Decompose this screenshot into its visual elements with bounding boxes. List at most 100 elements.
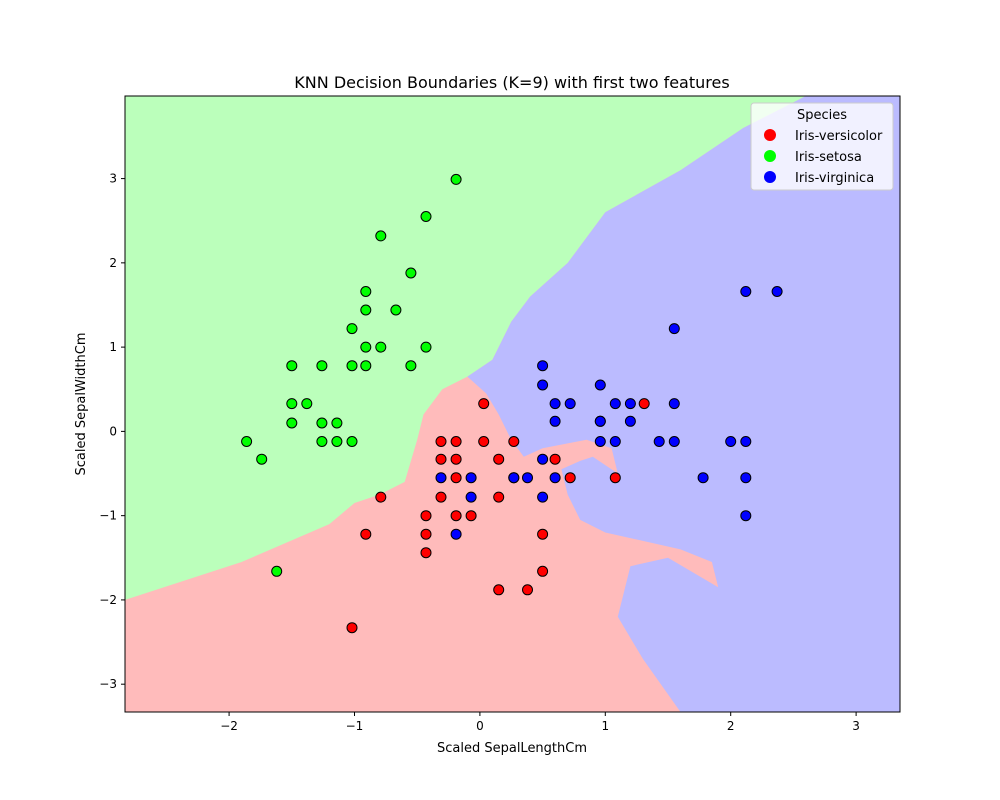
data-point-iris-setosa	[405, 360, 417, 372]
legend-frame	[750, 102, 894, 191]
legend-label: Iris-setosa	[795, 150, 862, 165]
data-point-iris-setosa	[346, 360, 358, 372]
data-point-iris-virginica	[697, 472, 709, 484]
data-point-iris-virginica	[465, 472, 477, 484]
plot-frame	[124, 95, 901, 713]
data-point-iris-setosa	[331, 436, 343, 447]
data-point-iris-virginica	[725, 436, 737, 447]
data-point-iris-versicolor	[549, 453, 561, 465]
data-point-iris-virginica	[537, 360, 549, 372]
data-point-iris-versicolor	[638, 398, 650, 410]
data-point-iris-versicolor	[493, 453, 505, 465]
data-point-iris-setosa	[331, 417, 343, 429]
data-point-iris-virginica	[609, 436, 621, 447]
y-tick-label: 3	[109, 172, 117, 186]
data-point-iris-versicolor	[493, 584, 505, 596]
data-point-iris-setosa	[286, 398, 298, 410]
data-point-iris-setosa	[360, 304, 372, 316]
data-point-iris-versicolor	[450, 472, 462, 484]
data-point-iris-virginica	[668, 436, 680, 447]
legend: Species Iris-versicolor Iris-setosa Iris-v…	[750, 102, 894, 191]
series-iris-virginica	[435, 286, 783, 540]
data-point-iris-virginica	[594, 415, 606, 427]
data-point-iris-versicolor	[522, 584, 533, 596]
data-point-iris-virginica	[740, 510, 752, 522]
data-point-iris-setosa	[390, 304, 402, 316]
y-tick-label: −3	[99, 677, 117, 691]
y-tick-label: −1	[99, 509, 117, 523]
data-point-iris-versicolor	[564, 472, 576, 484]
data-point-iris-setosa	[360, 341, 372, 353]
data-point-iris-versicolor	[435, 436, 447, 447]
data-point-iris-versicolor	[537, 565, 549, 577]
data-point-iris-versicolor	[537, 528, 549, 540]
chart-title: KNN Decision Boundaries (K=9) with first…	[294, 73, 729, 92]
data-point-iris-setosa	[316, 360, 328, 372]
x-tick-label: −1	[346, 719, 364, 733]
data-point-iris-virginica	[668, 398, 680, 410]
x-axis-label: Scaled SepalLengthCm	[437, 741, 587, 756]
data-point-iris-setosa	[241, 436, 253, 447]
y-tick-label: −2	[99, 593, 117, 607]
y-axis: −3 −2 −1 0 1 2 3	[99, 172, 125, 691]
legend-marker	[764, 129, 776, 141]
data-point-iris-virginica	[549, 415, 561, 427]
x-tick-label: 3	[852, 719, 860, 733]
data-point-iris-setosa	[360, 286, 372, 297]
data-point-iris-setosa	[316, 436, 328, 447]
data-point-iris-setosa	[346, 436, 358, 447]
data-point-iris-setosa	[346, 323, 358, 335]
legend-marker	[764, 150, 776, 162]
data-point-iris-versicolor	[360, 528, 372, 540]
x-tick-label: 0	[476, 719, 484, 733]
data-point-iris-setosa	[375, 341, 387, 353]
data-point-iris-versicolor	[609, 472, 621, 484]
data-point-iris-virginica	[549, 398, 561, 410]
data-point-iris-virginica	[740, 286, 752, 297]
data-point-iris-virginica	[653, 436, 665, 447]
data-point-iris-virginica	[435, 472, 447, 484]
data-point-iris-versicolor	[346, 622, 358, 634]
data-point-iris-versicolor	[450, 453, 462, 465]
data-point-iris-setosa	[450, 173, 462, 185]
data-point-iris-setosa	[420, 211, 432, 222]
data-point-iris-virginica	[668, 323, 680, 335]
data-point-iris-setosa	[405, 267, 417, 279]
data-point-iris-virginica	[465, 491, 477, 503]
data-point-iris-virginica	[624, 415, 636, 427]
data-point-iris-virginica	[522, 472, 533, 484]
legend-title: Species	[797, 108, 847, 123]
data-point-iris-versicolor	[435, 453, 447, 465]
data-point-iris-virginica	[508, 472, 520, 484]
x-tick-label: −2	[220, 719, 238, 733]
legend-item-iris-virginica: Iris-virginica	[764, 171, 874, 186]
data-point-iris-virginica	[450, 528, 462, 540]
data-point-iris-versicolor	[478, 398, 490, 410]
data-point-iris-versicolor	[493, 491, 505, 503]
data-point-iris-setosa	[420, 341, 432, 353]
data-point-iris-virginica	[537, 379, 549, 391]
data-point-iris-virginica	[594, 436, 606, 447]
data-point-iris-virginica	[740, 436, 752, 447]
data-point-iris-versicolor	[465, 510, 477, 522]
y-axis-label: Scaled SepalWidthCm	[74, 333, 89, 476]
data-point-iris-versicolor	[450, 436, 462, 447]
x-tick-label: 1	[601, 719, 609, 733]
data-point-iris-versicolor	[420, 510, 432, 522]
data-point-iris-virginica	[624, 398, 636, 410]
data-point-iris-virginica	[594, 379, 606, 391]
data-point-iris-virginica	[740, 472, 752, 484]
data-point-iris-versicolor	[420, 528, 432, 540]
data-point-iris-virginica	[537, 453, 549, 465]
data-point-iris-setosa	[271, 565, 283, 577]
y-tick-label: 0	[109, 424, 117, 438]
y-tick-label: 1	[109, 340, 117, 354]
data-point-iris-virginica	[564, 398, 576, 410]
data-point-iris-virginica	[537, 491, 549, 503]
x-tick-label: 2	[727, 719, 735, 733]
data-point-iris-setosa	[301, 398, 313, 410]
region-iris-virginica	[467, 96, 900, 712]
region-iris-setosa	[125, 96, 806, 600]
data-point-iris-virginica	[771, 286, 783, 297]
